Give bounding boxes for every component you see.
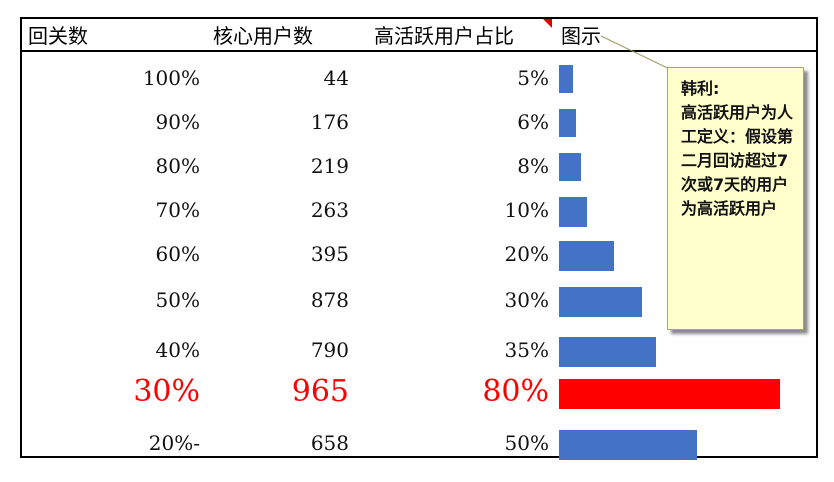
ratio-bar	[559, 197, 587, 227]
header-chart[interactable]: 图示	[561, 24, 601, 48]
row-ratio-label[interactable]: 5%	[517, 66, 549, 90]
row-core-users[interactable]: 44	[323, 66, 349, 90]
row-core-users[interactable]: 965	[291, 374, 349, 409]
comment-text: 高活跃用户为人工定义：假设第二月回访超过7次或7天的用户为高活跃用户	[681, 103, 794, 218]
ratio-bar	[559, 109, 576, 137]
row-ratio-label[interactable]: 6%	[517, 110, 549, 134]
row-category[interactable]: 40%	[155, 338, 200, 362]
row-category[interactable]: 50%	[155, 288, 200, 312]
comment-box[interactable]: 韩利: 高活跃用户为人工定义：假设第二月回访超过7次或7天的用户为高活跃用户	[667, 67, 804, 330]
ratio-bar	[559, 153, 581, 181]
row-category[interactable]: 70%	[155, 198, 200, 222]
row-category[interactable]: 90%	[155, 110, 200, 134]
ratio-bar	[559, 379, 780, 409]
row-ratio-label[interactable]: 8%	[517, 154, 549, 178]
row-core-users[interactable]: 263	[310, 198, 349, 222]
header-divider	[22, 50, 816, 52]
row-core-users[interactable]: 878	[310, 288, 349, 312]
ratio-bar	[559, 287, 642, 317]
ratio-bar	[559, 65, 573, 93]
row-ratio-label[interactable]: 50%	[504, 431, 549, 455]
ratio-bar	[559, 337, 656, 367]
row-category[interactable]: 80%	[155, 154, 200, 178]
row-ratio-label[interactable]: 20%	[504, 242, 549, 266]
row-category[interactable]: 30%	[133, 374, 200, 409]
row-category[interactable]: 20%-	[148, 431, 200, 455]
header-high-active-ratio[interactable]: 高活跃用户占比	[374, 24, 514, 48]
comment-author: 韩利:	[681, 79, 720, 98]
ratio-bar	[559, 430, 697, 460]
row-core-users[interactable]: 658	[310, 431, 349, 455]
row-ratio-label[interactable]: 35%	[504, 338, 549, 362]
header-callback-count[interactable]: 回关数	[28, 24, 88, 48]
row-core-users[interactable]: 176	[310, 110, 349, 134]
row-ratio-label[interactable]: 10%	[504, 198, 549, 222]
row-core-users[interactable]: 790	[310, 338, 349, 362]
header-core-users[interactable]: 核心用户数	[213, 24, 313, 48]
ratio-bar	[559, 241, 614, 271]
row-ratio-label[interactable]: 30%	[504, 288, 549, 312]
row-core-users[interactable]: 395	[310, 242, 349, 266]
row-category[interactable]: 100%	[142, 66, 200, 90]
row-ratio-label[interactable]: 80%	[482, 374, 549, 409]
comment-indicator-icon[interactable]	[543, 19, 552, 28]
row-core-users[interactable]: 219	[310, 154, 349, 178]
row-category[interactable]: 60%	[155, 242, 200, 266]
